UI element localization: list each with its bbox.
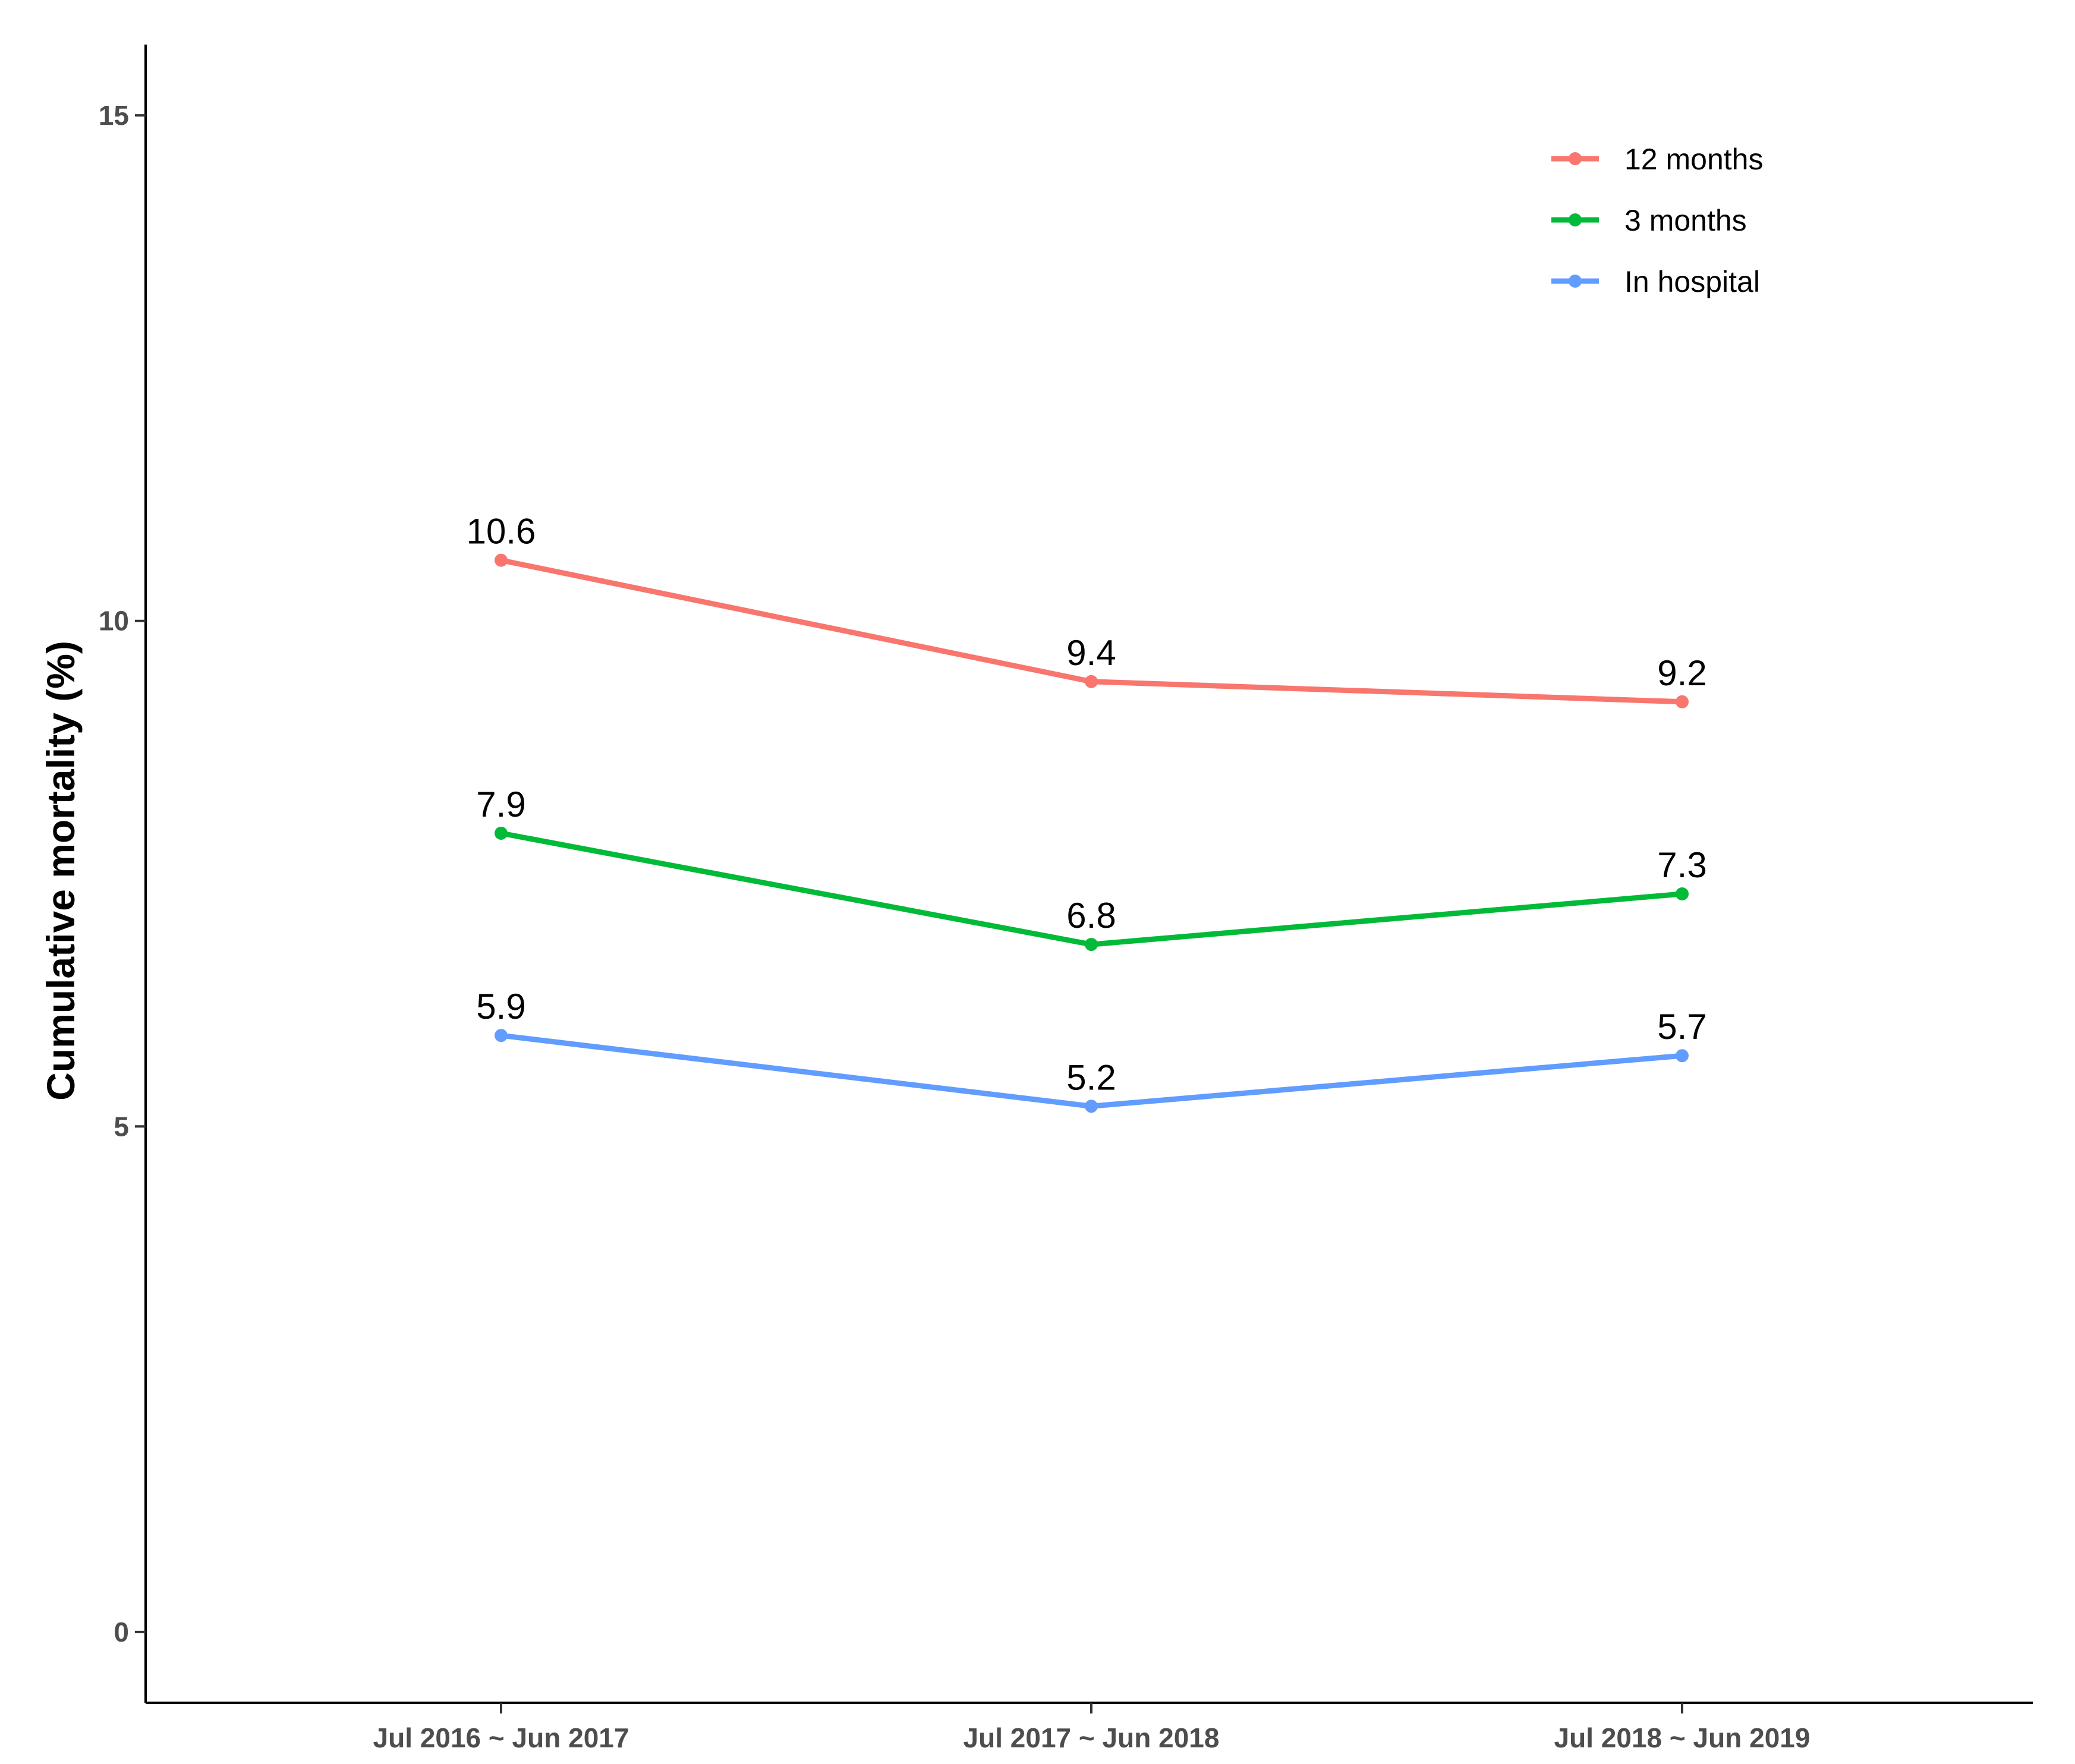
legend: 12 months 3 months In hospital [1551,143,1763,298]
legend-marker [1569,275,1582,288]
data-label: 5.9 [476,987,525,1026]
series-layer: 10.6 9.4 9.2 7.9 6.8 7.3 5.9 5.2 5.7 [467,512,1707,1113]
data-label: 10.6 [467,512,536,552]
data-point [495,553,508,567]
y-axis-title: Cumulative mortality (%) [39,641,83,1101]
legend-label: In hospital [1624,265,1760,298]
legend-item: 3 months [1551,204,1747,237]
legend-label: 12 months [1624,143,1763,176]
x-tick-label: Jul 2016 ~ Jun 2017 [373,1722,629,1753]
y-tick-label: 5 [114,1111,129,1142]
series-3-months: 7.9 6.8 7.3 [476,785,1707,952]
axes: 0 5 10 15 Jul 2016 ~ Jun 2017 Jul 2017 ~ Jun … [99,45,2033,1753]
data-point [1085,675,1098,688]
y-tick-label: 15 [99,100,129,131]
data-point [1085,938,1098,952]
data-point [495,826,508,840]
legend-marker [1569,152,1582,165]
data-point [1085,1100,1098,1113]
data-point [495,1029,508,1042]
data-point [1676,887,1689,901]
data-point [1676,695,1689,708]
series-12-months: 10.6 9.4 9.2 [467,512,1707,708]
data-label: 5.2 [1066,1057,1116,1097]
legend-label: 3 months [1624,204,1747,237]
x-tick-label: Jul 2018 ~ Jun 2019 [1554,1722,1810,1753]
data-label: 9.4 [1066,633,1116,673]
data-label: 6.8 [1066,896,1116,935]
x-tick-label: Jul 2017 ~ Jun 2018 [963,1722,1220,1753]
data-label: 7.9 [476,785,525,824]
data-point [1676,1049,1689,1063]
series-in-hospital: 5.9 5.2 5.7 [476,987,1707,1113]
y-tick-label: 10 [99,606,129,637]
legend-marker [1569,213,1582,226]
data-label: 9.2 [1657,653,1706,693]
legend-item: 12 months [1551,143,1763,176]
legend-item: In hospital [1551,265,1760,298]
data-label: 5.7 [1657,1007,1706,1047]
y-tick-label: 0 [114,1617,129,1648]
data-label: 7.3 [1657,845,1706,885]
